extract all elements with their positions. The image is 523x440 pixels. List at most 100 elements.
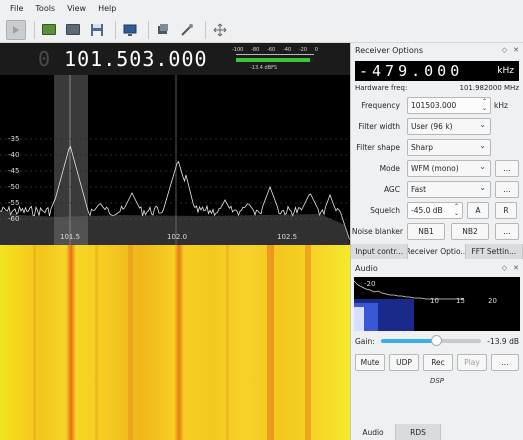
device-icon: [158, 23, 168, 34]
fft-fill: [0, 210, 350, 245]
menu-tools[interactable]: Tools: [35, 4, 56, 13]
meter-level-label: -13.4 dBFS: [250, 65, 278, 71]
filter-width-select[interactable]: User (96 k): [407, 118, 491, 135]
tab-fft-settings[interactable]: FFT Settin...: [465, 244, 523, 259]
udp-button[interactable]: UDP: [389, 354, 419, 371]
audio-waterfall-peak: [354, 307, 364, 331]
filter-band[interactable]: [54, 75, 88, 245]
arrows-icon: [213, 23, 227, 36]
meter-ticks: -100 -80 -60 -40 -20 0: [232, 47, 318, 53]
nb2-button[interactable]: NB2: [451, 223, 489, 240]
gain-slider[interactable]: [380, 335, 482, 346]
agc-options-button[interactable]: ...: [495, 181, 519, 198]
fft-y-label: -50: [8, 183, 19, 191]
screenshot-button[interactable]: [120, 20, 140, 40]
float-icon[interactable]: ◇: [501, 46, 508, 54]
fft-y-label: -55: [8, 199, 19, 207]
menu-view[interactable]: View: [67, 4, 87, 13]
start-dsp-button[interactable]: [6, 19, 26, 40]
load-settings-button[interactable]: [63, 20, 83, 40]
save-settings-button[interactable]: [87, 20, 107, 40]
audio-fft-label: 20: [488, 297, 497, 305]
spectrum-area: 0 101.503.000 -100 -80 -60 -40 -20 0 -13…: [0, 43, 350, 440]
tab-receiver-options[interactable]: Receiver Optio...: [408, 244, 466, 259]
gain-slider-handle[interactable]: [431, 335, 443, 346]
toolbar-separator: [34, 20, 35, 39]
spin-arrows-icon[interactable]: ⌃ ⌄: [453, 203, 459, 217]
menu-bar: File Tools View Help: [0, 0, 523, 17]
fft-y-label: -40: [8, 151, 19, 159]
waterfall[interactable]: [0, 245, 350, 440]
noise-blanker-label: Noise blanker: [351, 227, 403, 236]
meter-tick: -40: [282, 47, 292, 53]
tab-input-controls[interactable]: Input contr...: [351, 244, 409, 259]
close-icon[interactable]: ✕: [513, 46, 519, 54]
filter-width-label: Filter width: [358, 122, 400, 131]
audio-fft-label: 15: [456, 297, 465, 305]
menu-file[interactable]: File: [10, 4, 24, 13]
waterfall-trace: [95, 245, 98, 440]
meter-scale: [236, 54, 314, 56]
squelch-spinbox[interactable]: -45.0 dB ⌃ ⌄: [407, 202, 463, 219]
close-icon[interactable]: ✕: [513, 264, 519, 272]
audio-fft-plot[interactable]: -20 10 15 20: [354, 277, 520, 331]
folder-icon: [66, 24, 80, 35]
audio-options-button[interactable]: ...: [491, 354, 519, 371]
tab-audio[interactable]: Audio: [351, 424, 396, 440]
gain-label: Gain:: [355, 336, 375, 346]
frequency-digits[interactable]: 101.503.000: [64, 47, 208, 71]
squelch-row: Squelch -45.0 dB ⌃ ⌄ A R: [351, 200, 523, 221]
offset-value[interactable]: -479.000: [359, 62, 464, 80]
audio-fft-label: 10: [430, 297, 439, 305]
mode-options-button[interactable]: ...: [495, 160, 519, 177]
noise-blanker-options-button[interactable]: ...: [495, 223, 519, 240]
dock-tabs: Input contr... Receiver Optio... FFT Set…: [351, 244, 523, 259]
squelch-auto-button[interactable]: A: [467, 202, 489, 219]
filter-shape-select[interactable]: Sharp: [407, 139, 491, 156]
filter-width-row: Filter width User (96 k): [351, 116, 523, 137]
audio-tabs: Audio RDS: [351, 424, 523, 440]
toolbar-separator: [148, 20, 149, 39]
hardware-freq-label: Hardware freq:: [355, 84, 408, 92]
mode-value: WFM (mono): [411, 164, 459, 173]
agc-select[interactable]: Fast: [407, 181, 491, 198]
fft-y-label: -45: [8, 167, 19, 175]
fft-trace: [0, 145, 350, 240]
audio-title: Audio: [355, 263, 378, 273]
squelch-value: -45.0 dB: [411, 206, 443, 215]
filter-width-value: User (96 k): [411, 122, 453, 131]
menu-help[interactable]: Help: [98, 4, 117, 13]
record-button[interactable]: Rec: [423, 354, 453, 371]
waterfall-trace: [305, 245, 311, 440]
noise-blanker-row: Noise blanker NB1 NB2 ...: [351, 221, 523, 242]
nb1-button[interactable]: NB1: [407, 223, 445, 240]
offset-display[interactable]: -479.000 kHz: [355, 61, 519, 81]
power-icon: [13, 25, 19, 34]
audio-fft-label: -20: [364, 280, 375, 288]
tab-rds[interactable]: RDS: [396, 424, 441, 440]
full-screen-button[interactable]: [210, 20, 230, 40]
mode-select[interactable]: WFM (mono): [407, 160, 491, 177]
spin-arrows-icon[interactable]: ⌃ ⌄: [481, 98, 487, 112]
float-icon[interactable]: ◇: [501, 264, 508, 272]
mute-button[interactable]: Mute: [355, 354, 385, 371]
io-devices-button[interactable]: [39, 20, 59, 40]
toolbar-separator: [115, 20, 116, 39]
frequency-leading-digit[interactable]: 0: [38, 47, 52, 71]
remote-control-button[interactable]: [153, 20, 173, 40]
gain-slider-fill: [380, 339, 437, 343]
audio-fft-graphic: -20 10 15 20: [354, 280, 497, 331]
audio-fft-trace: [354, 280, 464, 300]
dxc-tools-button[interactable]: [177, 20, 197, 40]
tools-icon: [181, 23, 193, 36]
filter-shape-value: Sharp: [411, 143, 433, 152]
frequency-display[interactable]: 0 101.503.000: [38, 47, 208, 71]
squelch-reset-button[interactable]: R: [495, 202, 517, 219]
fft-plot[interactable]: -35 -40 -45 -50 -55 -60 101.5 102.0 102.…: [0, 75, 350, 245]
receiver-options-title: Receiver Options: [355, 45, 424, 55]
frequency-spinbox[interactable]: 101503.000 ⌃ ⌄: [407, 97, 491, 114]
fft-y-label: -60: [8, 215, 19, 223]
play-button[interactable]: Play: [457, 354, 487, 371]
frequency-row: Frequency 101503.000 ⌃ ⌄ kHz: [351, 95, 523, 116]
mode-row: Mode WFM (mono) ...: [351, 158, 523, 179]
